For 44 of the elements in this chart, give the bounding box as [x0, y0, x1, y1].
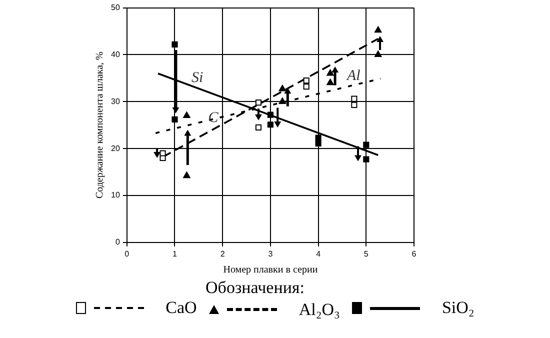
- point: [278, 98, 286, 104]
- point: [351, 102, 358, 108]
- point: [160, 150, 166, 156]
- point: [172, 116, 178, 123]
- point: [374, 50, 382, 58]
- y-tick-label: 40: [110, 50, 120, 59]
- y-tick-label: 0: [115, 238, 120, 247]
- y-tick-label: 30: [110, 96, 120, 106]
- x-tick-label: 2: [220, 249, 226, 258]
- x-tick-label: 6: [412, 249, 417, 258]
- y-axis-title: Содержание компонента шлака, %: [94, 52, 106, 199]
- point: [172, 41, 178, 48]
- point: [183, 172, 190, 178]
- y-tick-label: 10: [110, 190, 120, 200]
- point: [326, 78, 334, 86]
- point: [303, 84, 310, 90]
- point: [267, 122, 274, 128]
- point: [315, 140, 322, 146]
- legend-label: Al₂O₃: [298, 300, 340, 320]
- point: [303, 77, 310, 84]
- y-tick-label: 20: [110, 144, 120, 153]
- annotation: C: [208, 110, 220, 126]
- point: [315, 134, 322, 141]
- point: [363, 142, 370, 148]
- x-tick-label: 3: [268, 249, 274, 258]
- legend-label: CaO: [166, 298, 197, 318]
- x-tick-label: 1: [172, 249, 178, 258]
- annotation: Si: [191, 70, 204, 86]
- point: [255, 124, 262, 130]
- x-tick-label: 0: [124, 249, 130, 258]
- point: [363, 156, 370, 162]
- annotation: Al: [346, 68, 360, 84]
- point: [183, 112, 190, 118]
- x-tick-label: 4: [316, 249, 322, 258]
- x-tick-label: 5: [364, 249, 369, 258]
- y-tick-label: 50: [110, 3, 120, 12]
- x-axis-title: Номер плавки в серии: [223, 264, 318, 276]
- point: [267, 112, 274, 118]
- point: [255, 100, 262, 106]
- legend-title: Обозначения:: [204, 278, 306, 298]
- point: [278, 84, 286, 92]
- legend-label: SiO₂: [442, 298, 474, 318]
- point: [326, 69, 334, 76]
- point: [374, 26, 382, 33]
